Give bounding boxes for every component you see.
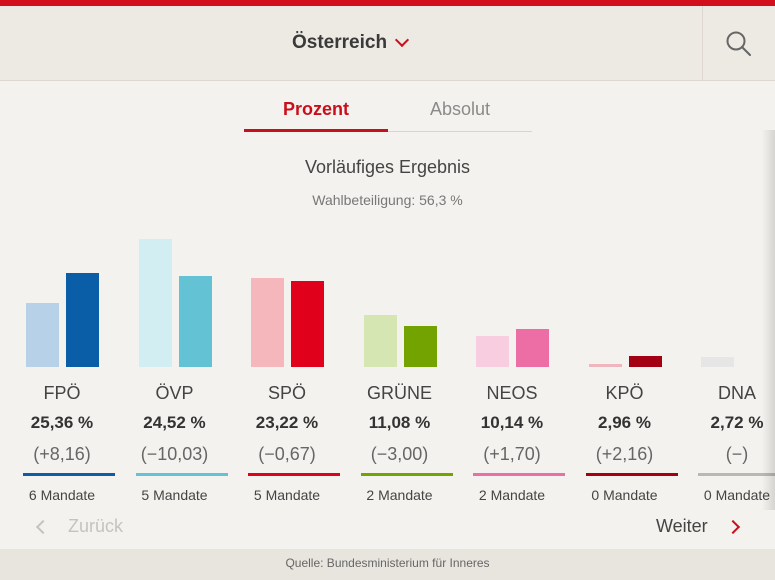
party-name: FPÖ [43,383,81,403]
search-button[interactable] [702,6,775,81]
bar-current [291,280,324,367]
bar-current [66,272,99,367]
party-name: KPÖ [605,383,644,403]
bar-previous [588,364,622,367]
bar-previous [138,238,172,367]
party-seats: 0 Mandate [591,487,658,503]
next-button[interactable]: Weiter [656,516,740,537]
header-bar: Österreich [0,6,775,81]
chevron-left-icon [35,519,51,534]
back-label: Zurück [68,516,124,536]
party-color-line [248,473,340,476]
party-percent: 10,14 % [480,413,544,432]
party-percent: 2,72 % [710,413,764,432]
bar-previous [251,278,284,367]
bar-current [403,325,437,367]
region-name: Österreich [292,32,388,53]
party-seats: 6 Mandate [28,487,96,503]
party-color-line [135,473,228,476]
party-column: ÖVP 24,52 % (−10,03) 5 Mandate [119,225,231,515]
party-color-line [698,473,775,476]
party-column: KPÖ 2,96 % (+2,16) 0 Mandate [569,225,681,515]
party-name: NEOS [486,383,538,403]
party-change: (−) [725,444,749,464]
party-seats: 2 Mandate [478,487,546,503]
bar-current [178,275,212,367]
party-percent: 11,08 % [368,413,431,432]
party-column: NEOS 10,14 % (+1,70) 2 Mandate [456,225,568,515]
bar-current [516,329,549,367]
party-column: GRÜNE 11,08 % (−3,00) 2 Mandate [344,225,456,515]
view-tabs: Prozent Absolut [244,94,532,132]
party-color-line [23,473,115,476]
party-change: (+8,16) [33,444,91,464]
back-button[interactable]: Zurück [35,516,124,537]
bar-previous [26,303,59,367]
tab-prozent[interactable]: Prozent [244,94,388,132]
party-column: FPÖ 25,36 % (+8,16) 6 Mandate [6,225,118,515]
party-seats: 5 Mandate [141,487,208,503]
party-name: GRÜNE [366,383,432,403]
party-change: (−3,00) [370,444,429,464]
party-name: SPÖ [267,383,306,403]
source-footer: Quelle: Bundesministerium für Inneres [0,549,775,580]
tab-absolut[interactable]: Absolut [429,99,491,119]
party-seats: 2 Mandate [366,487,433,503]
region-selector[interactable]: Österreich [292,32,410,54]
party-color-line [585,473,678,476]
party-change: (−0,67) [258,444,316,464]
top-accent-line [0,0,775,6]
scroll-shadow [762,130,775,510]
search-icon [726,31,751,56]
party-percent: 2,96 % [598,413,651,432]
party-column: SPÖ 23,22 % (−0,67) 5 Mandate [231,225,343,515]
party-seats: 0 Mandate [703,487,771,503]
party-change: (−10,03) [140,444,209,464]
chart-title: Vorläufiges Ergebnis [304,157,471,177]
party-change: (+2,16) [595,444,654,464]
party-percent: 23,22 % [255,413,319,432]
chevron-right-icon [725,519,740,534]
bar-previous [363,314,397,367]
chevron-down-icon [394,32,410,48]
results-chart: FPÖ 25,36 % (+8,16) 6 Mandate ÖVP 24,52 % (−10… [0,225,775,515]
party-name: DNA [717,383,756,403]
party-percent: 25,36 % [30,413,94,432]
bar-previous [701,357,734,367]
next-label: Weiter [656,516,708,536]
party-color-line [473,473,565,476]
bar-previous [476,335,509,367]
party-color-line [360,473,453,476]
party-change: (+1,70) [483,444,541,464]
party-seats: 5 Mandate [253,487,321,503]
party-name: ÖVP [155,383,194,403]
turnout-label: Wahlbeteiligung: 56,3 % [312,192,463,208]
bar-current [628,356,662,367]
party-percent: 24,52 % [143,413,206,432]
party-column: DNA 2,72 % (−) 0 Mandate [681,225,775,515]
